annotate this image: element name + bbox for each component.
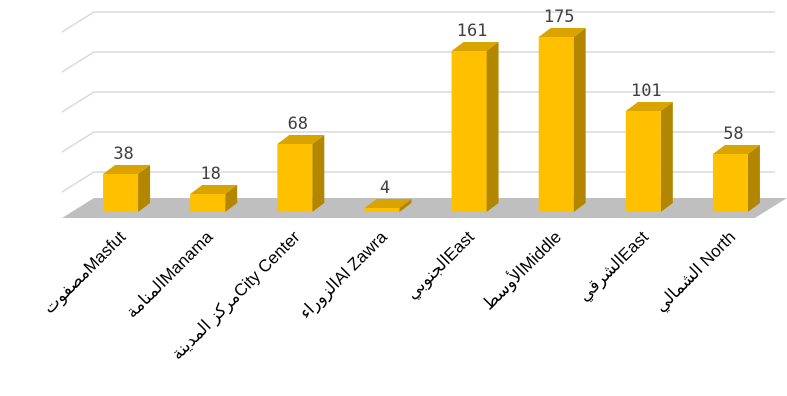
bar-top-face	[538, 28, 586, 37]
data-label: 101	[631, 81, 662, 101]
bar	[625, 111, 661, 212]
data-label: 4	[380, 178, 390, 198]
chart-floor	[62, 198, 787, 218]
bar-top-face	[103, 165, 151, 174]
gridline	[61, 11, 775, 33]
bar-side-face	[486, 42, 499, 212]
data-label: 58	[723, 124, 743, 144]
category-label: الأوسطMiddle	[478, 227, 566, 315]
data-label: 38	[113, 144, 133, 164]
bar-top-face	[712, 145, 760, 154]
bar-top-face	[190, 185, 238, 194]
bar	[103, 174, 139, 212]
gridline	[61, 51, 775, 73]
data-label: 68	[288, 114, 308, 134]
category-label: الزوراءAl Zawra	[296, 227, 392, 323]
bar-top-face	[451, 42, 499, 51]
data-label: 161	[457, 21, 488, 41]
bar-side-face	[660, 102, 673, 212]
data-label: 18	[200, 164, 220, 184]
bar-top-face	[364, 199, 412, 208]
bar-side-face	[573, 28, 586, 212]
bar-top-face	[277, 135, 325, 144]
category-label: الشرقيEast	[575, 227, 654, 306]
bar	[190, 194, 226, 212]
bar-side-face	[138, 165, 151, 212]
bar	[451, 51, 487, 212]
category-label: المنامةManama	[122, 227, 217, 322]
category-label: مصفوتMasfut	[39, 227, 130, 318]
bar-side-face	[399, 199, 412, 212]
bar	[277, 144, 313, 212]
bar-side-face	[312, 135, 325, 212]
category-label: الشمالي North	[651, 227, 739, 315]
bar	[538, 37, 574, 212]
category-label: الجنوبيEast	[402, 227, 478, 303]
bar-top-face	[625, 102, 673, 111]
data-label: 175	[544, 7, 575, 27]
bar	[712, 154, 748, 212]
bar-side-face	[747, 145, 760, 212]
bar	[364, 208, 400, 212]
